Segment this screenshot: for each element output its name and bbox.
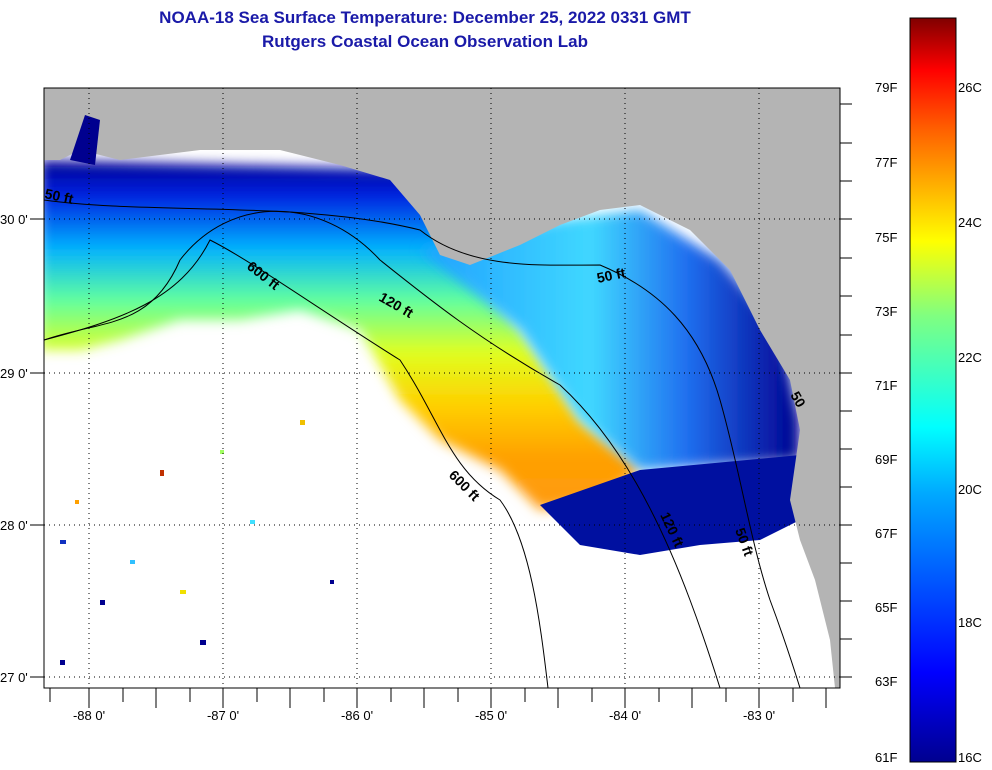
c-label: 22C [958, 350, 982, 365]
land-mass [44, 88, 840, 688]
f-label: 65F [875, 600, 897, 615]
f-label: 63F [875, 674, 897, 689]
contour-label: 50 ft [595, 264, 627, 286]
grid-lines [44, 88, 840, 688]
sst-scattered-pixels [60, 420, 334, 665]
map-title: NOAA-18 Sea Surface Temperature: Decembe… [159, 8, 691, 27]
c-label: 24C [958, 215, 982, 230]
f-label: 75F [875, 230, 897, 245]
lat-label: 28 0' [0, 518, 28, 533]
lon-label: -86 0' [341, 708, 373, 723]
sst-bigbend-region [420, 210, 800, 470]
f-label: 77F [875, 155, 897, 170]
contour-label: 50 ft [43, 185, 75, 207]
map-subtitle: Rutgers Coastal Ocean Observation Lab [262, 32, 588, 51]
lat-label: 27 0' [0, 670, 28, 685]
f-label: 71F [875, 378, 897, 393]
sst-warm-region [44, 160, 640, 510]
f-label: 73F [875, 304, 897, 319]
lon-label: -88 0' [73, 708, 105, 723]
c-label: 18C [958, 615, 982, 630]
colorbar-c-labels: 26C 24C 22C 20C 18C 16C [958, 80, 982, 765]
lon-label: -84 0' [609, 708, 641, 723]
map-area: 50 ft 50 ft 50 ft 50 120 ft 120 ft 600 f… [43, 88, 840, 688]
axis-ticks [30, 103, 852, 708]
map-frame [43, 87, 841, 689]
lon-label: -87 0' [207, 708, 239, 723]
lat-label: 30 0' [0, 212, 28, 227]
contour-600ft [44, 239, 549, 688]
lat-label: 29 0' [0, 366, 28, 381]
lon-label: -83 0' [743, 708, 775, 723]
sst-cold-south [540, 455, 800, 555]
colorbar-f-labels: 79F 77F 75F 73F 71F 69F 67F 65F 63F 61F [875, 80, 897, 765]
bay-water [70, 115, 100, 165]
colorbar [909, 17, 957, 763]
c-label: 20C [958, 482, 982, 497]
c-label: 16C [958, 750, 982, 765]
f-label: 61F [875, 750, 897, 765]
f-label: 79F [875, 80, 897, 95]
f-label: 69F [875, 452, 897, 467]
c-label: 26C [958, 80, 982, 95]
f-label: 67F [875, 526, 897, 541]
lon-label: -85 0' [475, 708, 507, 723]
contour-120ft [44, 210, 721, 688]
contour-label: 50 [787, 389, 809, 411]
